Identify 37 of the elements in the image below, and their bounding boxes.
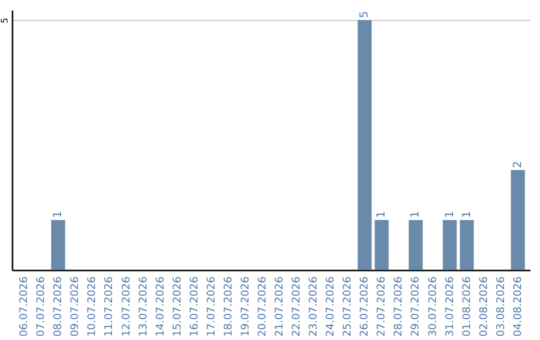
x-tick-label: 22.07.2026 [290, 276, 303, 337]
x-tick-label: 30.07.2026 [426, 276, 439, 337]
x-tick-label: 11.07.2026 [103, 276, 116, 337]
x-tick-label: 08.07.2026 [52, 276, 64, 337]
data-label: 2 [510, 161, 524, 168]
x-tick-label: 10.07.2026 [86, 276, 98, 337]
x-tick-label: 09.07.2026 [69, 276, 82, 337]
x-tick-label: 21.07.2026 [274, 276, 286, 337]
x-tick-label: 27.07.2026 [376, 276, 388, 337]
x-tick-label: 24.07.2026 [324, 276, 337, 337]
x-tick-label: 01.08.2026 [460, 276, 473, 337]
x-tick-label: 26.07.2026 [358, 276, 371, 337]
x-tick-label: 17.07.2026 [205, 276, 218, 337]
x-tick-label: 13.07.2026 [137, 276, 150, 337]
x-tick-label: 29.07.2026 [410, 276, 422, 337]
x-tick-label: 18.07.2026 [222, 276, 234, 337]
x-tick-label: 28.07.2026 [392, 276, 405, 337]
data-label: 5 [358, 11, 371, 18]
x-tick-label: 20.07.2026 [256, 276, 268, 337]
data-label: 1 [374, 211, 388, 218]
x-tick-label: 12.07.2026 [120, 276, 132, 337]
x-tick-label: 03.08.2026 [494, 276, 507, 337]
x-tick-label: 02.08.2026 [478, 276, 490, 337]
x-tick-label: 07.07.2026 [35, 276, 48, 337]
data-label: 1 [460, 211, 473, 218]
x-tick-label: 14.07.2026 [154, 276, 166, 337]
x-tick-label: 16.07.2026 [188, 276, 200, 337]
x-tick-label: 25.07.2026 [342, 276, 354, 337]
x-tick-label: 06.07.2026 [18, 276, 30, 337]
data-label: 1 [51, 211, 64, 218]
data-label: 1 [442, 211, 456, 218]
x-tick-label: 04.08.2026 [512, 276, 524, 337]
x-tick-label: 15.07.2026 [171, 276, 184, 337]
x-tick-label: 23.07.2026 [308, 276, 320, 337]
data-label: 1 [408, 211, 422, 218]
x-tick-label: 19.07.2026 [239, 276, 252, 337]
x-tick-label: 31.07.2026 [444, 276, 456, 337]
